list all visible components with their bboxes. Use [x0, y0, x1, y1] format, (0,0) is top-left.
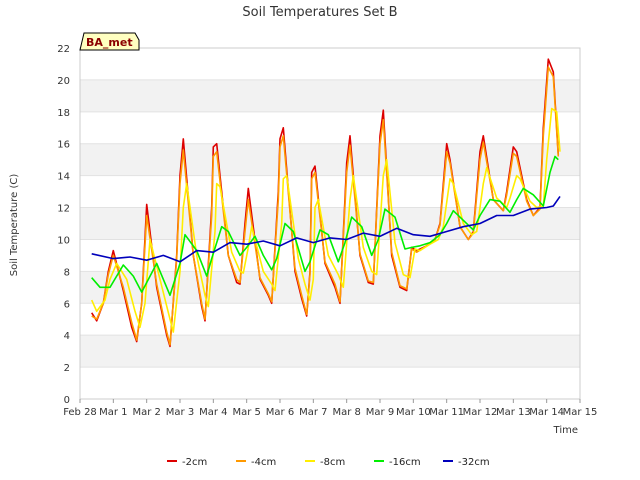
legend-label: -32cm	[458, 457, 490, 468]
x-tick-label: Mar 14	[529, 407, 564, 418]
x-axis-label: Time	[553, 425, 578, 436]
y-tick-label: 2	[64, 363, 70, 374]
x-tick-label: Mar 12	[463, 407, 498, 418]
chart-title: Soil Temperatures Set B	[242, 5, 397, 20]
series-lines	[90, 58, 561, 348]
y-tick-label: 22	[57, 44, 70, 55]
y-axis-ticks: 0 2 4 6 8 10 12 14 16 18 20 22	[57, 44, 70, 406]
x-tick-label: Mar 5	[232, 407, 260, 418]
series-line-32cmcm-depth	[91, 195, 561, 263]
y-axis-label: Soil Temperature (C)	[9, 174, 20, 277]
x-tick-label: Mar 8	[332, 407, 360, 418]
x-tick-label: Mar 4	[199, 407, 227, 418]
legend-label: -8cm	[320, 457, 345, 468]
x-tick-label: Mar 9	[366, 407, 394, 418]
x-tick-label: Mar 7	[299, 407, 327, 418]
y-tick-label: 0	[64, 395, 70, 406]
x-tick-label: Mar 1	[99, 407, 127, 418]
station-badge-label: BA_met	[86, 36, 133, 49]
station-badge-box	[79, 32, 140, 51]
x-tick-label: Mar 15	[563, 407, 598, 418]
y-tick-label: 8	[64, 267, 70, 278]
x-tick-label: Mar 6	[266, 407, 294, 418]
grid-band	[80, 79, 580, 112]
y-tick-label: 20	[57, 76, 70, 87]
y-tick-label: 14	[57, 172, 70, 183]
x-tick-label: Mar 2	[132, 407, 160, 418]
grid-band	[80, 207, 580, 240]
station-badge: BA_met	[79, 32, 140, 51]
legend-label: -16cm	[389, 457, 421, 468]
y-tick-label: 12	[57, 204, 70, 215]
y-tick-label: 4	[64, 331, 70, 342]
series-line-4cmcm-depth	[91, 66, 560, 346]
y-tick-label: 10	[57, 235, 70, 246]
legend: -2cm -4cm -8cm -16cm -32cm	[167, 457, 490, 468]
grid-lines	[80, 47, 580, 400]
grid-band	[80, 335, 580, 368]
legend-label: -4cm	[251, 457, 276, 468]
series-line-16cmcm-depth	[91, 155, 559, 297]
grid-band	[80, 143, 580, 176]
x-tick-label: Mar 3	[166, 407, 194, 418]
x-tick-label: Mar 10	[396, 407, 431, 418]
x-axis-ticks: Feb 28 Mar 1 Mar 2 Mar 3 Mar 4 Mar 5 Mar 6 Mar …	[63, 399, 597, 418]
x-tick-label: Feb 28	[63, 407, 97, 418]
x-tick-label: Mar 11	[429, 407, 464, 418]
y-tick-label: 16	[57, 140, 70, 151]
y-tick-label: 18	[57, 108, 70, 119]
plot-background-bands	[80, 79, 580, 368]
series-line-8cmcm-depth	[90, 107, 561, 333]
legend-label: -2cm	[182, 457, 207, 468]
plot-area	[79, 47, 581, 400]
y-tick-label: 6	[64, 299, 70, 310]
x-tick-label: Mar 13	[496, 407, 531, 418]
